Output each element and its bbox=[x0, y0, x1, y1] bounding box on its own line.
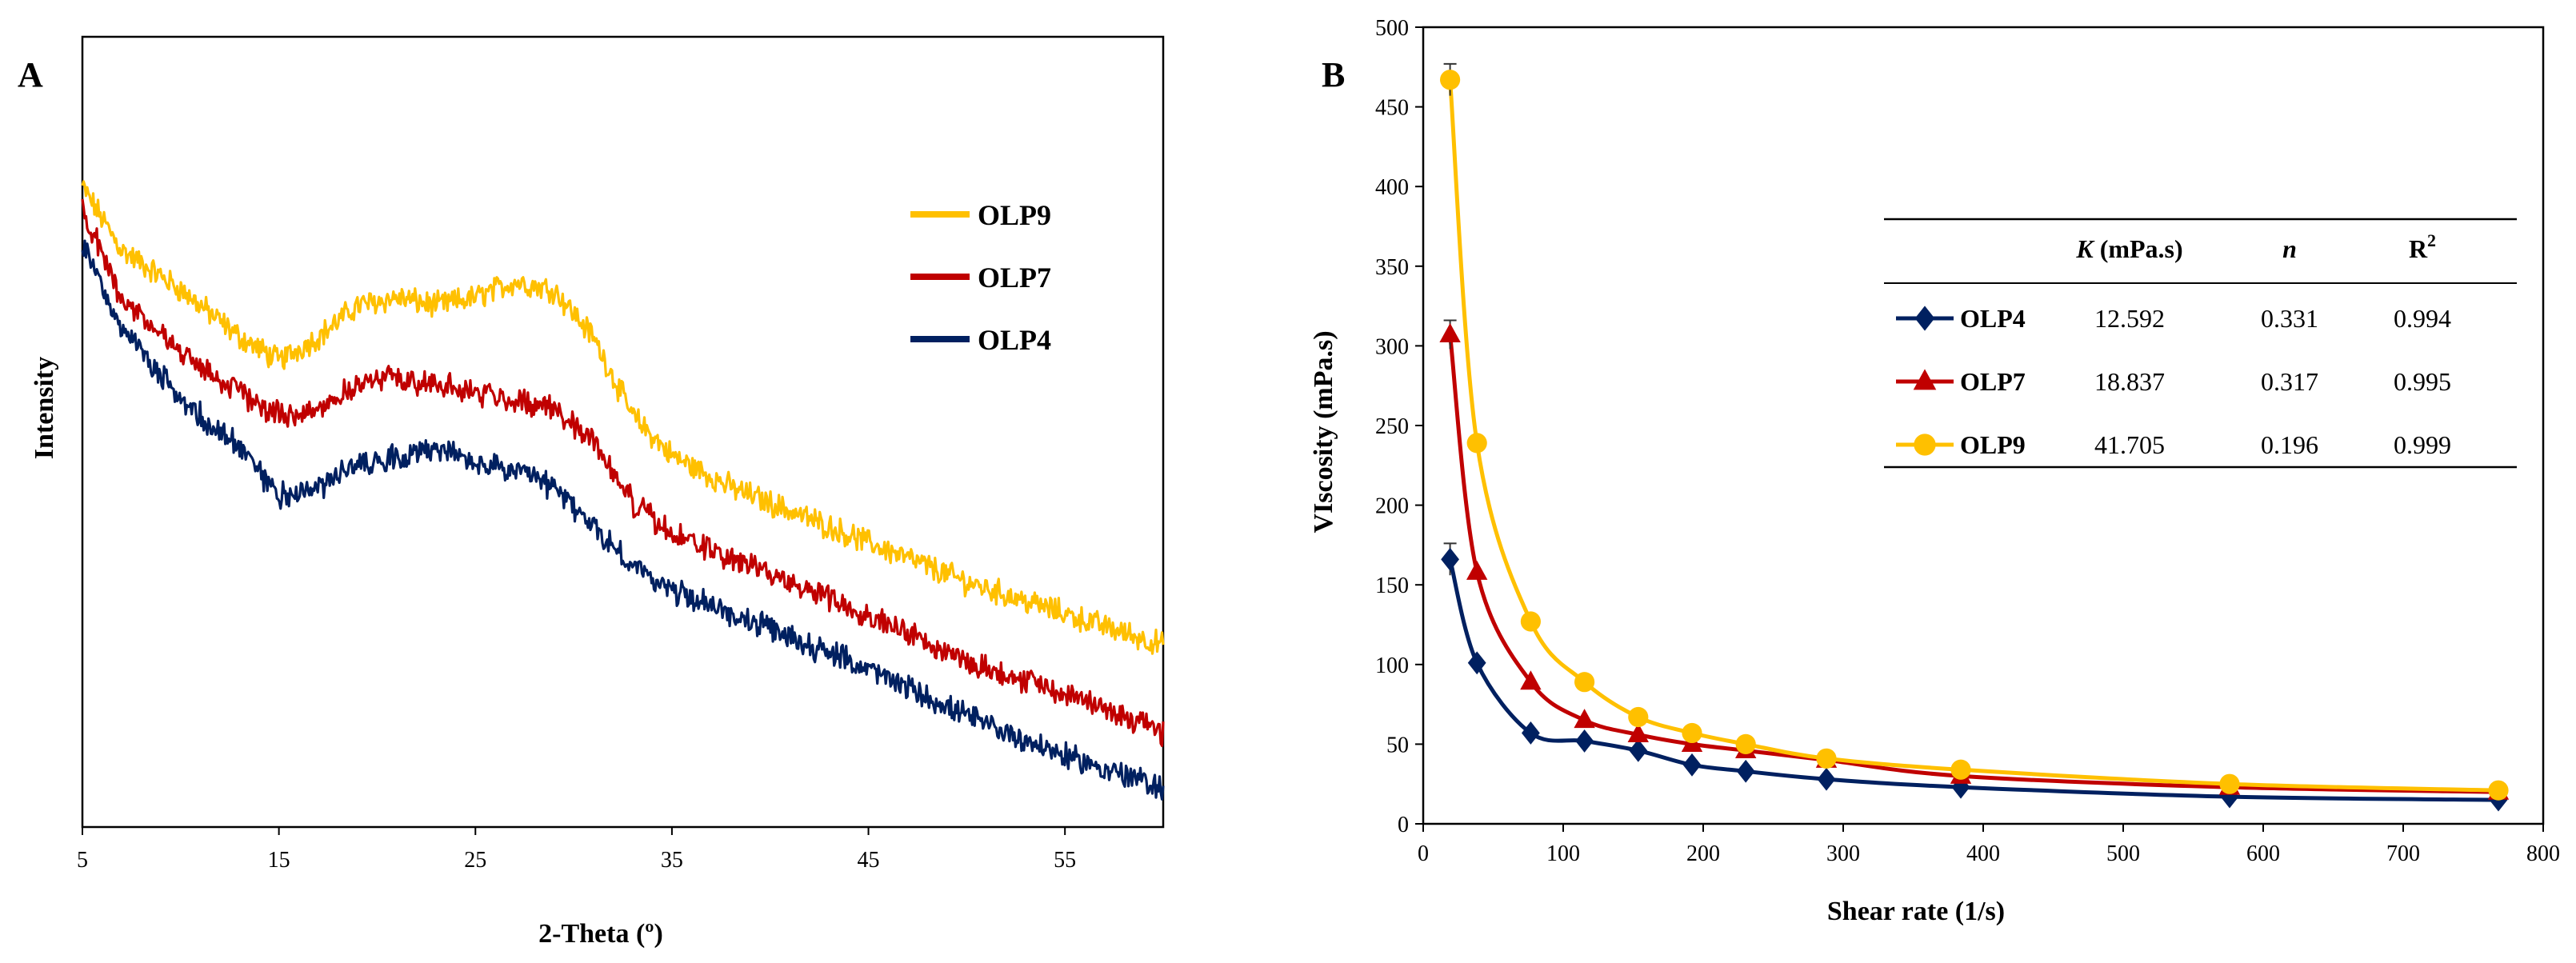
data-point-olp7 bbox=[1520, 670, 1542, 690]
table-n-olp9: 0.196 bbox=[2261, 430, 2318, 459]
y-tick-label-b: 400 bbox=[1375, 175, 1409, 200]
y-tick-label-b: 350 bbox=[1375, 255, 1409, 280]
y-tick-label-b: 200 bbox=[1375, 494, 1409, 519]
x-tick-label-b: 200 bbox=[1686, 841, 1720, 866]
series-line-a-olp7 bbox=[81, 198, 1165, 747]
data-point-olp9 bbox=[1520, 611, 1541, 632]
x-tick-label-a: 55 bbox=[1054, 848, 1076, 873]
data-point-olp9 bbox=[1574, 672, 1595, 693]
panel-label-a: A bbox=[18, 55, 43, 94]
data-point-olp4 bbox=[1575, 729, 1594, 753]
legend-label-olp7: OLP7 bbox=[978, 262, 1051, 294]
table-header-k: K (mPa.s) bbox=[2075, 234, 2182, 263]
data-point-olp7 bbox=[1627, 723, 1649, 743]
x-tick-label-b: 300 bbox=[1826, 841, 1860, 866]
x-tick-label-b: 0 bbox=[1418, 841, 1429, 866]
legend-label-olp9: OLP9 bbox=[978, 199, 1051, 231]
y-axis-title-a: Intensity bbox=[30, 357, 59, 459]
k-unit: (mPa.s) bbox=[2094, 234, 2183, 263]
table-series-name-olp9: OLP9 bbox=[1960, 430, 2026, 459]
series-group-a bbox=[81, 180, 1165, 801]
data-point-olp7 bbox=[1574, 709, 1595, 729]
ticks-b: 0 100 200 300 400 500 600 700 800050100150200250… bbox=[1375, 16, 2560, 866]
panel-b: B VIscosity (mPa.s) Shear rate (1/s) 0 10… bbox=[1309, 16, 2560, 926]
table-legend-marker-olp4 bbox=[1914, 306, 1935, 331]
x-axis-title-a: 2-Theta (º) bbox=[538, 919, 663, 949]
table-r2-olp4: 0.994 bbox=[2394, 304, 2451, 333]
x-tick-label-a: 15 bbox=[268, 848, 290, 873]
y-tick-label-b: 250 bbox=[1375, 414, 1409, 439]
series-line-a-olp4 bbox=[81, 239, 1165, 801]
table-n-olp4: 0.331 bbox=[2261, 304, 2318, 333]
series-group-b bbox=[1439, 62, 2510, 812]
table-k-olp7: 18.837 bbox=[2094, 367, 2165, 396]
table-rows: OLP4 12.592 0.331 0.994 OLP7 18.837 0.317 0.995… bbox=[1896, 304, 2451, 459]
series-line-b-olp7 bbox=[1448, 334, 2499, 794]
table-header-n: n bbox=[2282, 234, 2297, 263]
x-tick-label-a: 25 bbox=[464, 848, 486, 873]
table-r2-olp7: 0.995 bbox=[2394, 367, 2451, 396]
x-tick-label-b: 400 bbox=[1966, 841, 2000, 866]
data-point-olp4 bbox=[1522, 721, 1540, 745]
series-line-b-olp4 bbox=[1448, 558, 2499, 802]
y-tick-label-b: 0 bbox=[1398, 813, 1409, 837]
x-tick-label-a: 45 bbox=[858, 848, 880, 873]
x-tick-label-b: 700 bbox=[2386, 841, 2420, 866]
data-point-olp9 bbox=[2488, 780, 2509, 801]
table-legend-marker-olp7 bbox=[1913, 369, 1937, 390]
data-point-olp4 bbox=[1736, 759, 1755, 783]
data-point-olp7 bbox=[1439, 323, 1461, 343]
data-point-olp9 bbox=[1440, 70, 1461, 90]
data-point-olp7 bbox=[1466, 560, 1488, 580]
r-symbol: R bbox=[2409, 234, 2428, 263]
x-tick-label-b: 500 bbox=[2106, 841, 2140, 866]
plot-area-a bbox=[81, 35, 1165, 829]
r-superscript: 2 bbox=[2427, 230, 2436, 250]
y-tick-label-b: 150 bbox=[1375, 573, 1409, 598]
x-tick-label-a: 35 bbox=[661, 848, 683, 873]
x-axis-title-b: Shear rate (1/s) bbox=[1827, 897, 2005, 926]
data-point-olp9 bbox=[1816, 748, 1837, 769]
panel-label-b: B bbox=[1322, 55, 1345, 94]
plot-area-b bbox=[1422, 26, 2545, 825]
y-tick-label-b: 50 bbox=[1386, 733, 1409, 757]
y-tick-label-b: 100 bbox=[1375, 653, 1409, 678]
data-point-olp4 bbox=[1467, 651, 1486, 675]
table-r2-olp9: 0.999 bbox=[2394, 430, 2451, 459]
table-legend-marker-olp9 bbox=[1914, 434, 1936, 456]
table-header-r2: R2 bbox=[2409, 230, 2436, 263]
series-line-a-olp9 bbox=[81, 180, 1165, 655]
inset-table: K (mPa.s) n R2 OLP4 12.592 0.331 0.994 OLP7 1… bbox=[1884, 218, 2517, 469]
table-series-name-olp7: OLP7 bbox=[1960, 367, 2026, 396]
data-point-olp9 bbox=[1628, 706, 1649, 728]
y-tick-label-b: 500 bbox=[1375, 16, 1409, 41]
data-point-olp9 bbox=[1682, 722, 1702, 744]
data-point-olp9 bbox=[1466, 433, 1487, 454]
table-series-name-olp4: OLP4 bbox=[1960, 304, 2026, 333]
legend-label-olp4: OLP4 bbox=[978, 324, 1051, 356]
data-point-olp4 bbox=[1682, 753, 1702, 777]
legend-a: OLP9 OLP7 OLP4 bbox=[910, 199, 1051, 356]
table-n-olp7: 0.317 bbox=[2261, 367, 2318, 396]
x-tick-label-b: 800 bbox=[2526, 841, 2560, 866]
data-point-olp4 bbox=[1817, 767, 1836, 791]
data-point-olp4 bbox=[1629, 738, 1648, 762]
x-tick-label-b: 100 bbox=[1546, 841, 1580, 866]
panel-a: A Intensity 2-Theta (º) 5 15 25 35 45 55 OLP9… bbox=[18, 35, 1165, 949]
data-point-olp9 bbox=[1735, 733, 1756, 755]
data-point-olp9 bbox=[1950, 759, 1971, 780]
x-ticks-a: 5 15 25 35 45 55 bbox=[77, 827, 1076, 873]
table-k-olp9: 41.705 bbox=[2094, 430, 2165, 459]
x-tick-label-a: 5 bbox=[77, 848, 88, 873]
x-tick-label-b: 600 bbox=[2246, 841, 2280, 866]
k-symbol: K bbox=[2075, 234, 2095, 263]
data-point-olp4 bbox=[1441, 547, 1459, 571]
table-k-olp4: 12.592 bbox=[2094, 304, 2165, 333]
data-point-olp9 bbox=[2219, 773, 2240, 794]
y-tick-label-b: 450 bbox=[1375, 96, 1409, 121]
y-tick-label-b: 300 bbox=[1375, 334, 1409, 359]
y-axis-title-b: VIscosity (mPa.s) bbox=[1309, 330, 1338, 533]
